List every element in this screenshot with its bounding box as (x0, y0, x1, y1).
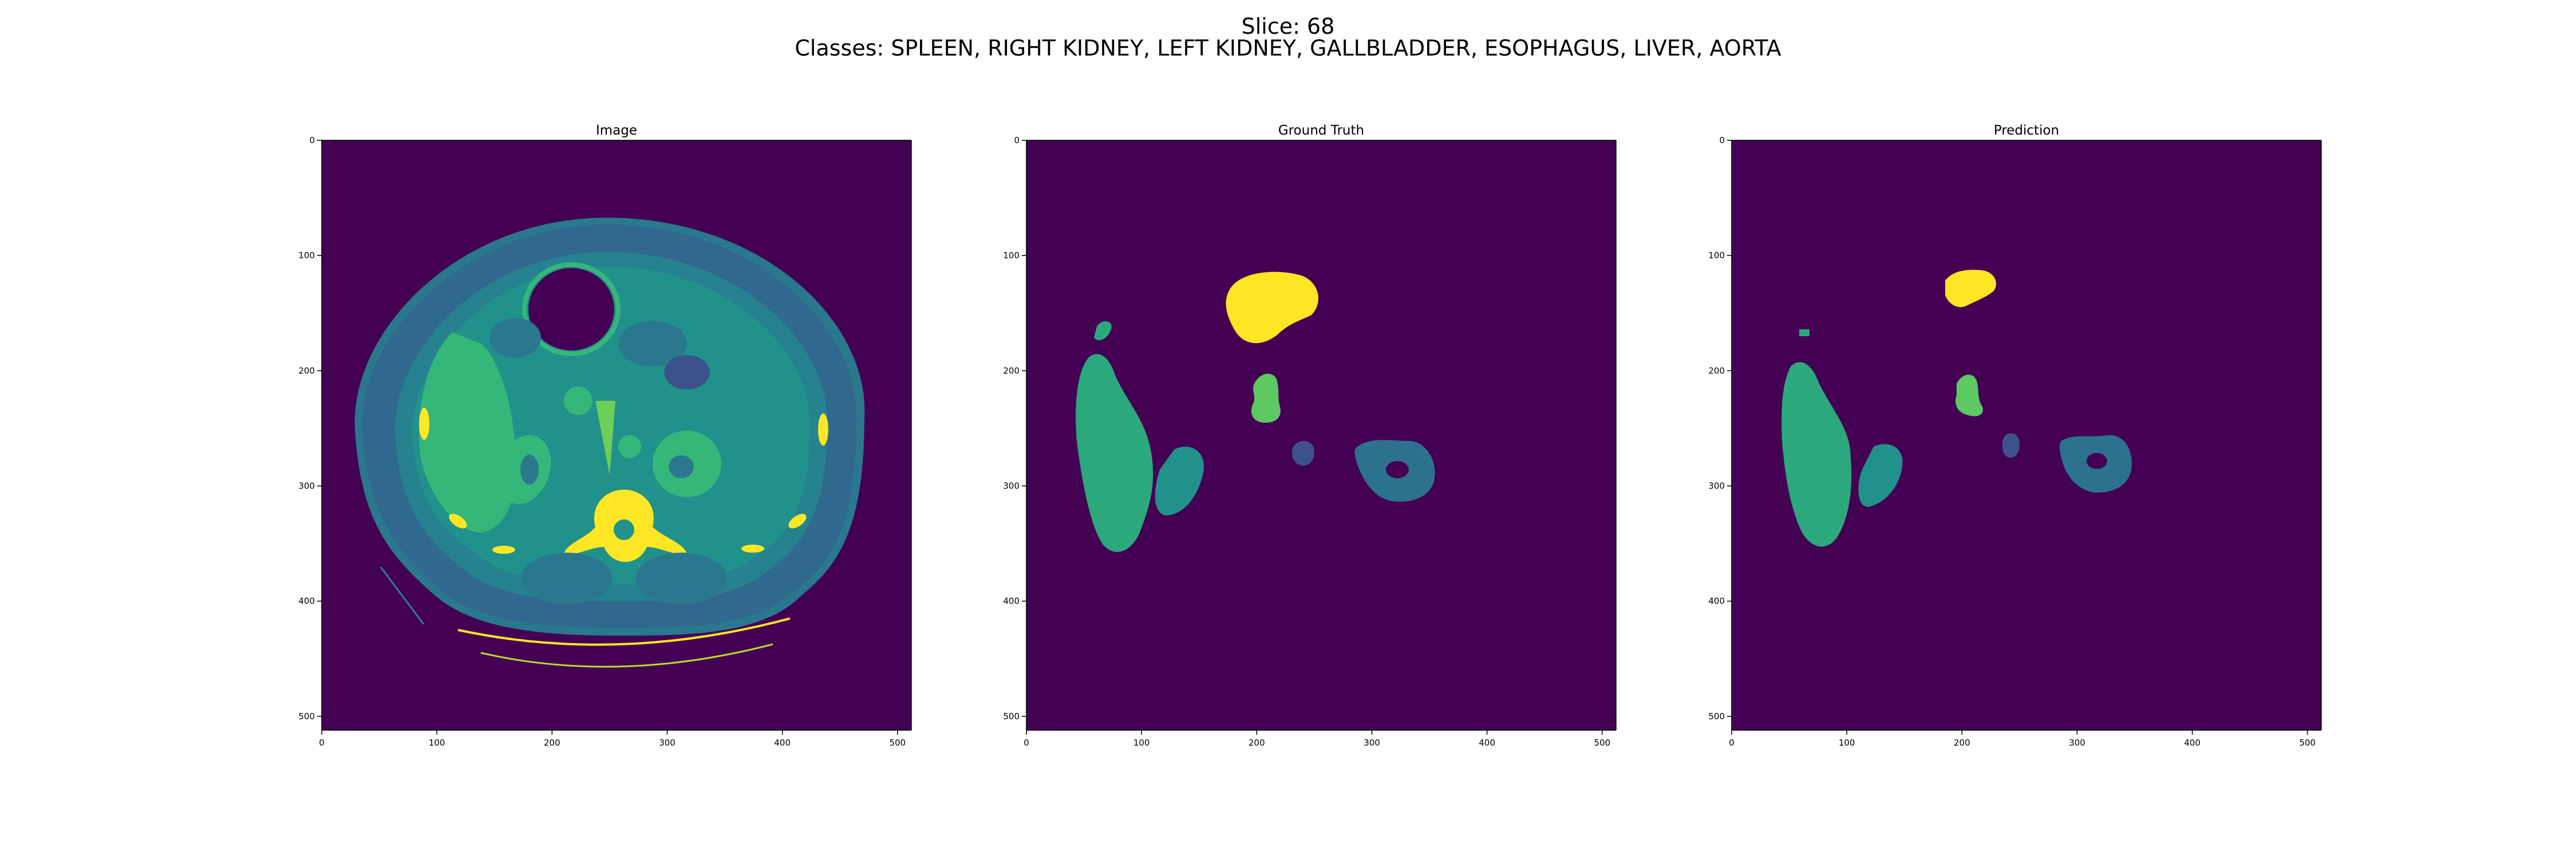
axis-frame (1026, 140, 1617, 731)
panel-title-image: Image (595, 123, 638, 138)
y-tick-label: 100 (298, 250, 315, 261)
panel-title-prediction: Prediction (1993, 123, 2060, 138)
x-tick-label: 0 (1024, 738, 1029, 748)
ct-back-muscle (521, 553, 613, 604)
y-tick-label: 500 (298, 711, 315, 722)
x-tick-label: 300 (2069, 738, 2085, 748)
ct-left-kidney-hilum (669, 455, 694, 478)
y-tick-label: 0 (1014, 135, 1020, 145)
x-tick-label: 500 (890, 738, 906, 748)
ct-rib (419, 408, 429, 440)
ct-rib (788, 514, 807, 529)
pred-left-kidney-hilum (2087, 453, 2107, 469)
ct-table (480, 643, 773, 668)
ct-rib (492, 546, 515, 554)
y-tick-label: 100 (1708, 250, 1725, 261)
pred-gallbladder (1955, 375, 1983, 416)
ct-back-muscle (635, 553, 727, 604)
ct-vessel (595, 401, 615, 475)
ct-right-kidney-hilum (520, 455, 539, 484)
y-tick-label: 400 (298, 596, 315, 606)
figure-title-classes: Classes: SPLEEN, RIGHT KIDNEY, LEFT KIDN… (795, 36, 1781, 61)
ct-bowel (618, 321, 687, 367)
gt-spleen-fragment (1094, 321, 1112, 341)
ground-truth-mask (1076, 271, 1435, 552)
ct-aorta (618, 435, 641, 458)
ct-rib (741, 545, 764, 553)
ct-bowel (489, 318, 541, 358)
pred-right-kidney (1858, 444, 1903, 507)
pred-spleen-fragment (1799, 329, 1809, 336)
ct-stomach-air (528, 268, 614, 350)
x-tick-label: 100 (429, 738, 445, 748)
gt-right-kidney (1155, 447, 1204, 515)
ct-table (457, 617, 791, 646)
y-tick-label: 300 (298, 481, 315, 491)
pred-esophagus (2002, 433, 2020, 458)
x-tick-label: 400 (1479, 738, 1495, 748)
ct-scan (354, 218, 865, 668)
prediction-panel: 0 100 200 300 400 500 0 100 200 300 400 500 (1708, 135, 2322, 748)
y-tick-label: 300 (1708, 481, 1725, 491)
x-tick-label: 500 (2300, 738, 2316, 748)
ct-liver (419, 332, 516, 533)
image-panel: 0 100 200 300 400 500 0 100 200 300 400 500 (298, 135, 912, 748)
gt-spleen (1076, 354, 1153, 552)
y-tick-label: 200 (1003, 365, 1020, 376)
ground-truth-panel: 0 100 200 300 400 500 0 100 200 300 400 500 (1003, 135, 1617, 748)
ct-vessel (564, 387, 592, 415)
y-tick-label: 200 (1708, 365, 1725, 376)
y-tick-label: 200 (298, 365, 315, 376)
ct-stomach-wall (522, 262, 621, 356)
ct-spinal-canal (614, 519, 634, 540)
y-tick-label: 300 (1003, 481, 1020, 491)
y-tick-label: 500 (1003, 711, 1020, 722)
axis-frame (321, 140, 912, 731)
x-tick-label: 300 (1364, 738, 1380, 748)
axis-frame (1731, 140, 2322, 731)
y-tick-label: 0 (309, 135, 315, 145)
x-tick-label: 400 (2184, 738, 2200, 748)
gt-liver (1226, 271, 1318, 344)
prediction-mask (1781, 270, 2132, 547)
x-tick-label: 0 (1729, 738, 1735, 748)
ct-rib (818, 413, 828, 446)
ct-rib (449, 514, 467, 529)
y-tick-label: 500 (1708, 711, 1725, 722)
ct-table (380, 566, 425, 625)
x-tick-label: 100 (1839, 738, 1855, 748)
pred-spleen (1781, 362, 1852, 547)
y-tick-label: 0 (1719, 135, 1725, 145)
x-tick-label: 100 (1133, 738, 1150, 748)
x-tick-label: 400 (774, 738, 791, 748)
gt-esophagus (1291, 441, 1314, 466)
ct-bowel (664, 355, 710, 389)
y-tick-label: 400 (1708, 596, 1725, 606)
x-tick-label: 200 (544, 738, 560, 748)
y-tick-label: 100 (1003, 250, 1020, 261)
figure-title-slice: Slice: 68 (1241, 14, 1335, 39)
x-tick-label: 500 (1594, 738, 1611, 748)
x-tick-label: 0 (319, 738, 325, 748)
pred-liver (1945, 270, 1996, 308)
x-tick-label: 200 (1249, 738, 1265, 748)
y-tick-label: 400 (1003, 596, 1020, 606)
panel-title-ground-truth: Ground Truth (1278, 123, 1365, 138)
gt-gallbladder (1251, 373, 1281, 423)
x-tick-label: 200 (1954, 738, 1970, 748)
x-tick-label: 300 (659, 738, 675, 748)
gt-left-kidney-hilum (1386, 461, 1409, 478)
